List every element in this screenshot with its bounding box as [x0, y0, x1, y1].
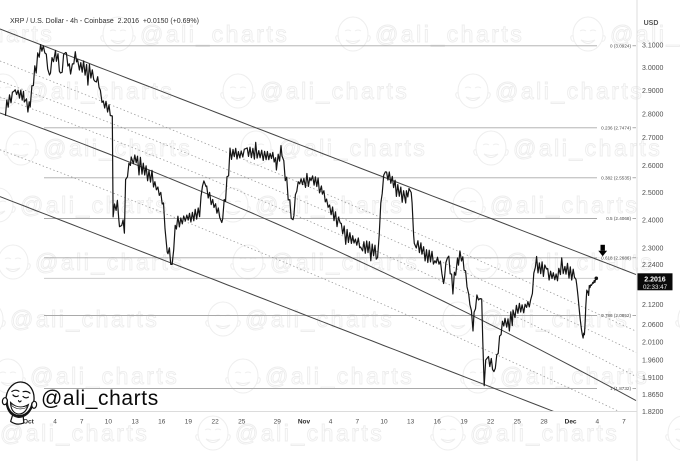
svg-text:2.2400: 2.2400: [642, 262, 664, 269]
svg-text:USD: USD: [644, 20, 659, 27]
svg-text:16: 16: [158, 419, 166, 426]
svg-text:1.9100: 1.9100: [642, 375, 664, 382]
svg-text:2.1200: 2.1200: [642, 302, 664, 309]
svg-text:0 (3.0924): 0 (3.0924): [610, 43, 631, 48]
svg-text:10: 10: [380, 419, 388, 426]
svg-text:1 (1.8732): 1 (1.8732): [610, 386, 631, 391]
svg-text:02:33:47: 02:33:47: [643, 284, 668, 291]
svg-text:0.786 (2.0852): 0.786 (2.0852): [601, 313, 631, 318]
svg-text:@ali_charts: @ali_charts: [610, 21, 680, 47]
svg-text:@ali_charts: @ali_charts: [490, 192, 639, 218]
svg-text:3.0000: 3.0000: [642, 65, 664, 72]
svg-text:10: 10: [105, 419, 113, 426]
svg-text:2.9000: 2.9000: [642, 88, 664, 95]
svg-text:22: 22: [487, 419, 495, 426]
svg-text:25: 25: [514, 419, 522, 426]
svg-text:28: 28: [540, 419, 548, 426]
svg-text:@ali_charts: @ali_charts: [255, 192, 404, 218]
svg-text:1.8650: 1.8650: [642, 392, 664, 399]
svg-text:2.8000: 2.8000: [642, 112, 664, 119]
svg-text:Nov: Nov: [298, 419, 311, 426]
svg-text:2.0600: 2.0600: [642, 322, 664, 329]
svg-text:16: 16: [434, 419, 442, 426]
svg-text:2.5000: 2.5000: [642, 190, 664, 197]
svg-text:@ali_charts: @ali_charts: [35, 249, 184, 275]
svg-text:@ali_charts: @ali_charts: [10, 306, 159, 332]
svg-text:2.6000: 2.6000: [642, 163, 664, 170]
svg-text:2.3000: 2.3000: [642, 246, 664, 253]
svg-text:7: 7: [355, 419, 359, 426]
svg-text:22: 22: [211, 419, 219, 426]
svg-text:@ali_charts: @ali_charts: [41, 387, 159, 410]
svg-text:2.0100: 2.0100: [642, 340, 664, 347]
svg-text:XRP / U.S. Dollar - 4h - Coinb: XRP / U.S. Dollar - 4h - Coinbase 2.2016…: [10, 18, 199, 25]
svg-text:7: 7: [622, 419, 626, 426]
svg-text:@ali_charts: @ali_charts: [20, 192, 169, 218]
svg-text:@ali_charts: @ali_charts: [495, 78, 644, 104]
svg-text:@ali_charts: @ali_charts: [513, 135, 662, 161]
svg-text:@ali_charts: @ali_charts: [235, 420, 384, 446]
svg-text:@ali_charts: @ali_charts: [30, 363, 179, 389]
svg-text:0.236 (2.7474): 0.236 (2.7474): [601, 125, 631, 130]
svg-text:0.382 (2.5535): 0.382 (2.5535): [601, 175, 631, 180]
svg-text:@ali_charts: @ali_charts: [140, 21, 289, 47]
svg-text:13: 13: [407, 419, 415, 426]
svg-text:1.8200: 1.8200: [642, 409, 664, 416]
svg-text:Oct: Oct: [23, 419, 35, 426]
svg-text:2.7000: 2.7000: [642, 135, 664, 142]
svg-text:2.2016: 2.2016: [644, 277, 666, 284]
svg-text:@ali_charts: @ali_charts: [500, 363, 649, 389]
svg-text:@ali_charts: @ali_charts: [470, 420, 619, 446]
svg-text:@ali_charts: @ali_charts: [260, 78, 409, 104]
svg-text:@ali_charts: @ali_charts: [480, 306, 629, 332]
svg-text:29: 29: [274, 419, 282, 426]
svg-text:Dec: Dec: [565, 419, 577, 426]
svg-text:3.1000: 3.1000: [642, 43, 664, 50]
svg-text:@ali_charts: @ali_charts: [265, 363, 414, 389]
svg-text:@ali_charts: @ali_charts: [270, 249, 419, 275]
svg-text:4: 4: [53, 419, 57, 426]
svg-text:@ali_charts: @ali_charts: [0, 21, 54, 47]
svg-text:@ali_charts: @ali_charts: [278, 135, 427, 161]
svg-text:1.9600: 1.9600: [642, 358, 664, 365]
svg-text:2.4000: 2.4000: [642, 217, 664, 224]
svg-text:4: 4: [329, 419, 333, 426]
svg-text:4: 4: [595, 419, 599, 426]
svg-text:@ali_charts: @ali_charts: [375, 21, 524, 47]
svg-text:13: 13: [131, 419, 139, 426]
svg-text:25: 25: [238, 419, 246, 426]
svg-text:7: 7: [80, 419, 84, 426]
svg-text:@ali_charts: @ali_charts: [245, 306, 394, 332]
svg-text:@ali_charts: @ali_charts: [0, 420, 149, 446]
svg-text:19: 19: [185, 419, 193, 426]
svg-text:0.618 (2.2686): 0.618 (2.2686): [601, 255, 631, 260]
svg-text:19: 19: [460, 419, 468, 426]
svg-text:0.5 (2.4068): 0.5 (2.4068): [606, 216, 631, 221]
